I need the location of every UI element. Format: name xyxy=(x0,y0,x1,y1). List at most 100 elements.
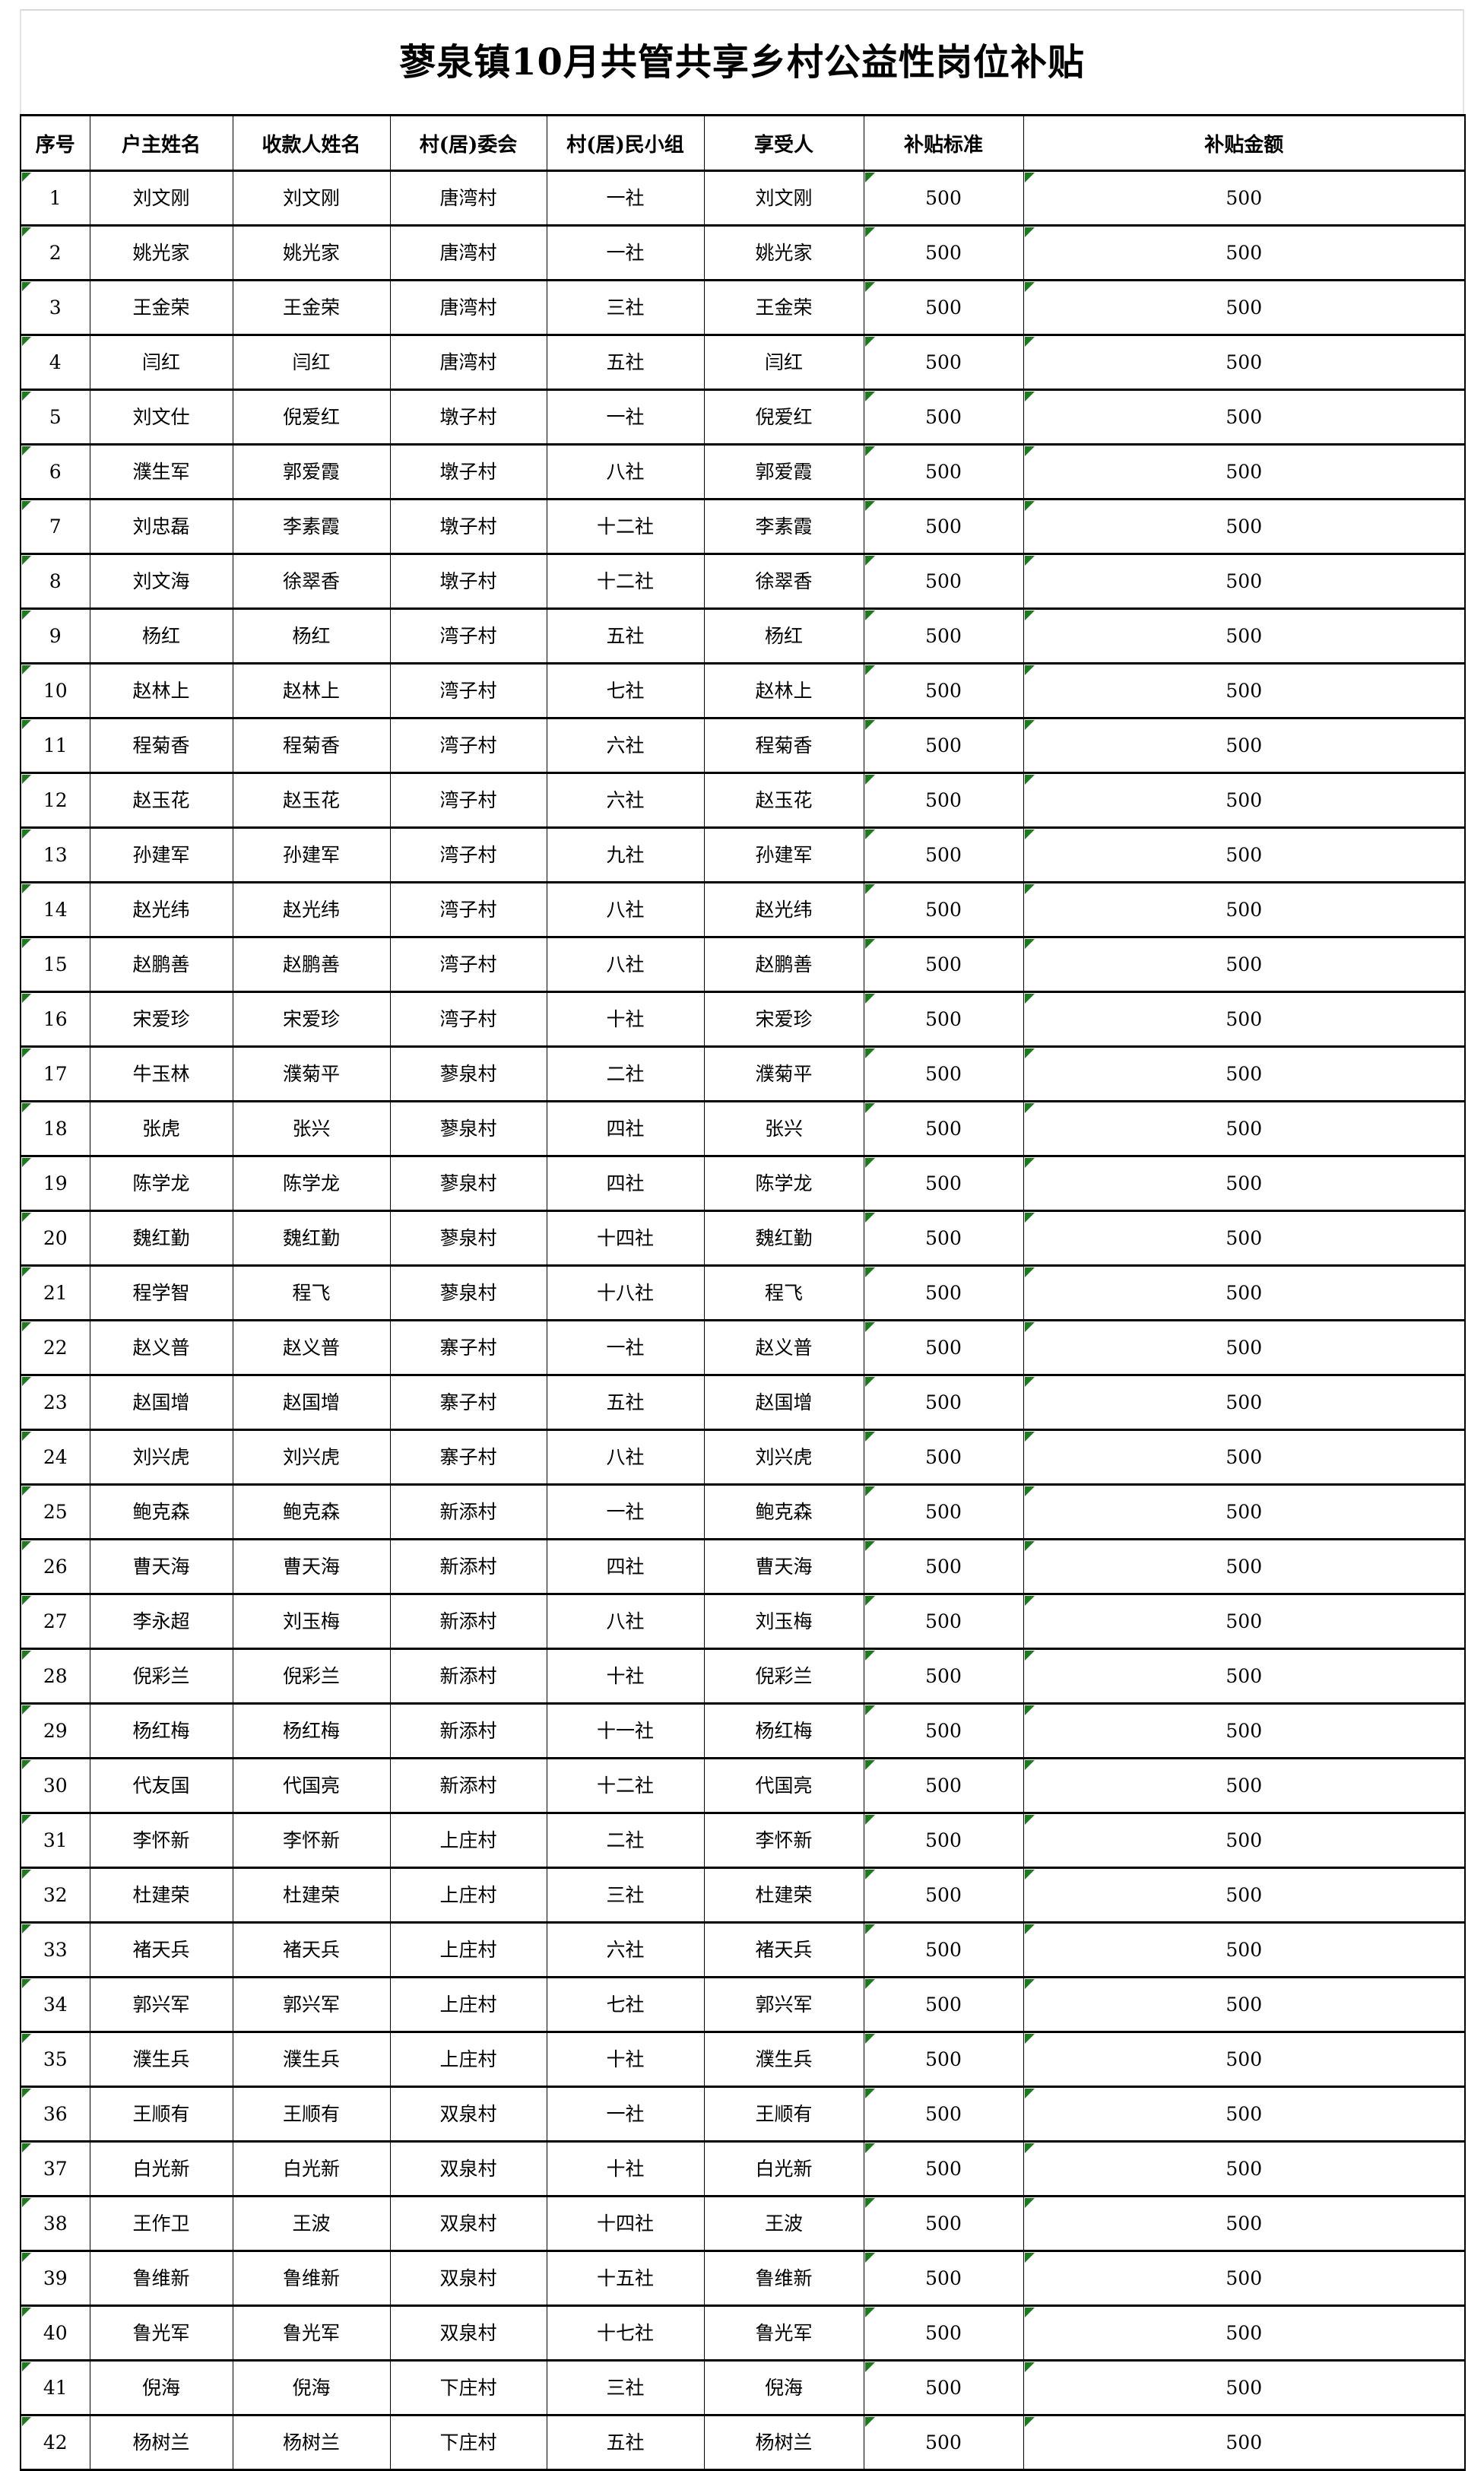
cell-village[interactable]: 蓼泉村 xyxy=(389,1210,547,1267)
cell-group[interactable]: 十八社 xyxy=(546,1265,705,1321)
cell-head[interactable]: 杨树兰 xyxy=(89,2415,233,2471)
column-header-group[interactable]: 村(居)民小组 xyxy=(546,114,705,172)
cell-index[interactable]: 30 xyxy=(20,1758,90,1814)
cell-village[interactable]: 墩子村 xyxy=(389,554,547,610)
cell-index[interactable]: 18 xyxy=(20,1101,90,1157)
cell-payee[interactable]: 赵义普 xyxy=(232,1320,391,1376)
cell-group[interactable]: 十二社 xyxy=(546,499,705,555)
column-header-standard[interactable]: 补贴标准 xyxy=(863,114,1024,172)
cell-amount[interactable]: 500 xyxy=(1023,608,1466,665)
cell-head[interactable]: 李永超 xyxy=(89,1594,233,1650)
cell-group[interactable]: 八社 xyxy=(546,882,705,938)
cell-index[interactable]: 11 xyxy=(20,718,90,774)
cell-head[interactable]: 王金荣 xyxy=(89,280,233,336)
cell-benef[interactable]: 褚天兵 xyxy=(703,1922,864,1978)
cell-benef[interactable]: 赵林上 xyxy=(703,663,864,719)
cell-payee[interactable]: 倪彩兰 xyxy=(232,1648,391,1705)
cell-amount[interactable]: 500 xyxy=(1023,1484,1466,1540)
cell-index[interactable]: 7 xyxy=(20,499,90,555)
cell-benef[interactable]: 倪爱红 xyxy=(703,389,864,446)
cell-head[interactable]: 赵鹏善 xyxy=(89,937,233,993)
cell-group[interactable]: 五社 xyxy=(546,1375,705,1431)
cell-village[interactable]: 新添村 xyxy=(389,1484,547,1540)
cell-amount[interactable]: 500 xyxy=(1023,1977,1466,2033)
cell-index[interactable]: 37 xyxy=(20,2141,90,2197)
cell-standard[interactable]: 500 xyxy=(863,1046,1024,1102)
column-header-head[interactable]: 户主姓名 xyxy=(89,114,233,172)
cell-benef[interactable]: 王顺有 xyxy=(703,2086,864,2143)
cell-payee[interactable]: 杜建荣 xyxy=(232,1867,391,1924)
cell-standard[interactable]: 500 xyxy=(863,827,1024,883)
cell-payee[interactable]: 赵鹏善 xyxy=(232,937,391,993)
cell-group[interactable]: 十社 xyxy=(546,2141,705,2197)
cell-head[interactable]: 代友国 xyxy=(89,1758,233,1814)
cell-index[interactable]: 36 xyxy=(20,2086,90,2143)
cell-head[interactable]: 姚光家 xyxy=(89,225,233,281)
cell-village[interactable]: 墩子村 xyxy=(389,444,547,500)
cell-payee[interactable]: 张兴 xyxy=(232,1101,391,1157)
cell-benef[interactable]: 杨红 xyxy=(703,608,864,665)
cell-head[interactable]: 赵国增 xyxy=(89,1375,233,1431)
cell-payee[interactable]: 刘文刚 xyxy=(232,170,391,227)
cell-group[interactable]: 五社 xyxy=(546,335,705,391)
cell-head[interactable]: 刘文海 xyxy=(89,554,233,610)
cell-group[interactable]: 二社 xyxy=(546,1046,705,1102)
cell-group[interactable]: 三社 xyxy=(546,1867,705,1924)
cell-payee[interactable]: 代国亮 xyxy=(232,1758,391,1814)
cell-head[interactable]: 张虎 xyxy=(89,1101,233,1157)
cell-amount[interactable]: 500 xyxy=(1023,335,1466,391)
cell-standard[interactable]: 500 xyxy=(863,335,1024,391)
cell-payee[interactable]: 程菊香 xyxy=(232,718,391,774)
cell-payee[interactable]: 王金荣 xyxy=(232,280,391,336)
cell-payee[interactable]: 孙建军 xyxy=(232,827,391,883)
cell-head[interactable]: 宋爱珍 xyxy=(89,991,233,1048)
cell-standard[interactable]: 500 xyxy=(863,608,1024,665)
cell-index[interactable]: 1 xyxy=(20,170,90,227)
cell-head[interactable]: 赵义普 xyxy=(89,1320,233,1376)
cell-village[interactable]: 湾子村 xyxy=(389,827,547,883)
cell-index[interactable]: 21 xyxy=(20,1265,90,1321)
cell-head[interactable]: 杨红梅 xyxy=(89,1703,233,1759)
cell-payee[interactable]: 濮生兵 xyxy=(232,2032,391,2088)
cell-standard[interactable]: 500 xyxy=(863,554,1024,610)
cell-head[interactable]: 李怀新 xyxy=(89,1813,233,1869)
cell-benef[interactable]: 杨红梅 xyxy=(703,1703,864,1759)
cell-payee[interactable]: 倪爱红 xyxy=(232,389,391,446)
cell-village[interactable]: 下庄村 xyxy=(389,2360,547,2416)
cell-benef[interactable]: 魏红勤 xyxy=(703,1210,864,1267)
cell-group[interactable]: 十一社 xyxy=(546,1703,705,1759)
cell-payee[interactable]: 郭爱霞 xyxy=(232,444,391,500)
cell-village[interactable]: 寨子村 xyxy=(389,1320,547,1376)
cell-group[interactable]: 五社 xyxy=(546,608,705,665)
cell-payee[interactable]: 程飞 xyxy=(232,1265,391,1321)
cell-village[interactable]: 湾子村 xyxy=(389,882,547,938)
cell-village[interactable]: 唐湾村 xyxy=(389,225,547,281)
cell-group[interactable]: 四社 xyxy=(546,1156,705,1212)
cell-amount[interactable]: 500 xyxy=(1023,554,1466,610)
cell-village[interactable]: 上庄村 xyxy=(389,1867,547,1924)
cell-standard[interactable]: 500 xyxy=(863,1210,1024,1267)
cell-standard[interactable]: 500 xyxy=(863,1648,1024,1705)
cell-village[interactable]: 双泉村 xyxy=(389,2196,547,2252)
cell-group[interactable]: 六社 xyxy=(546,718,705,774)
cell-standard[interactable]: 500 xyxy=(863,718,1024,774)
cell-amount[interactable]: 500 xyxy=(1023,1703,1466,1759)
cell-benef[interactable]: 王金荣 xyxy=(703,280,864,336)
cell-index[interactable]: 38 xyxy=(20,2196,90,2252)
cell-standard[interactable]: 500 xyxy=(863,1265,1024,1321)
cell-benef[interactable]: 赵义普 xyxy=(703,1320,864,1376)
cell-group[interactable]: 一社 xyxy=(546,225,705,281)
cell-benef[interactable]: 赵国增 xyxy=(703,1375,864,1431)
cell-standard[interactable]: 500 xyxy=(863,882,1024,938)
cell-benef[interactable]: 杨树兰 xyxy=(703,2415,864,2471)
cell-benef[interactable]: 程飞 xyxy=(703,1265,864,1321)
cell-village[interactable]: 双泉村 xyxy=(389,2086,547,2143)
cell-group[interactable]: 一社 xyxy=(546,2086,705,2143)
cell-head[interactable]: 程学智 xyxy=(89,1265,233,1321)
cell-village[interactable]: 下庄村 xyxy=(389,2415,547,2471)
cell-head[interactable]: 赵光纬 xyxy=(89,882,233,938)
cell-standard[interactable]: 500 xyxy=(863,1703,1024,1759)
cell-amount[interactable]: 500 xyxy=(1023,1210,1466,1267)
cell-amount[interactable]: 500 xyxy=(1023,2086,1466,2143)
cell-standard[interactable]: 500 xyxy=(863,663,1024,719)
